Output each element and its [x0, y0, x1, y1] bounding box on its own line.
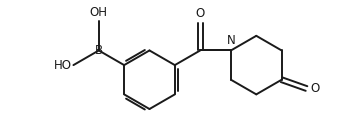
Text: B: B — [95, 44, 103, 57]
Text: O: O — [310, 82, 320, 95]
Text: N: N — [226, 34, 235, 47]
Text: OH: OH — [90, 6, 108, 19]
Text: HO: HO — [53, 59, 71, 72]
Text: O: O — [196, 7, 205, 20]
